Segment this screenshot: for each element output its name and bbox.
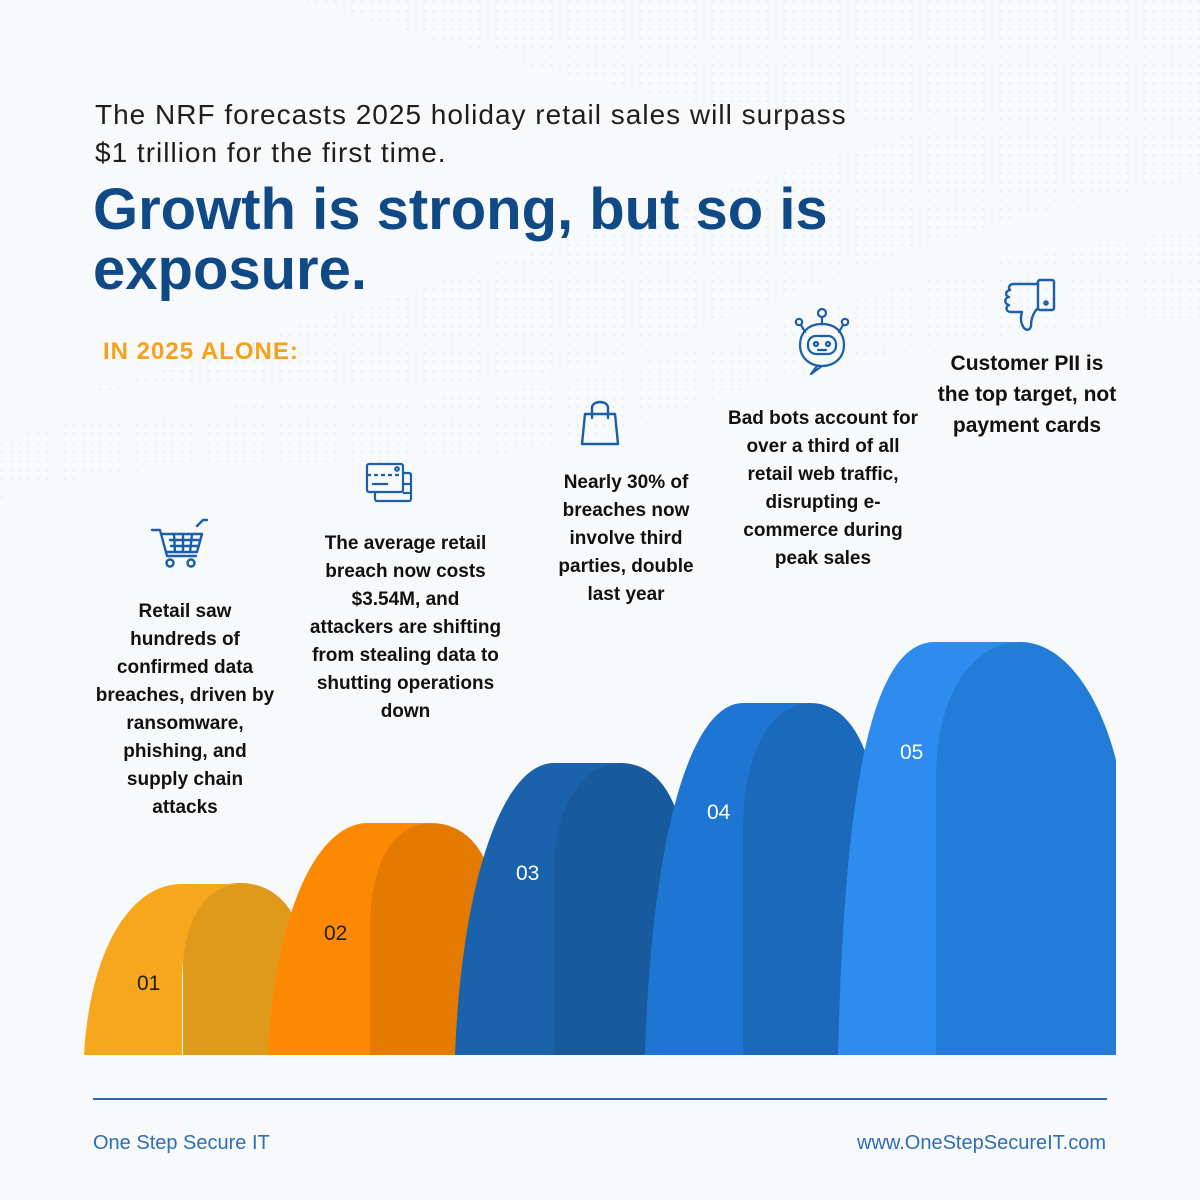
robot-icon [794,307,850,376]
step-5-arch [838,642,1022,1055]
shopping-bag-icon [580,400,620,446]
step-4-text: Bad bots account for over a third of all… [728,408,919,569]
intro-text: The NRF forecasts 2025 holiday retail sa… [95,99,847,168]
headline: Growth is strong, but so is exposure. [93,177,828,302]
footer-divider [93,1098,1107,1100]
credit-cards-icon [365,462,413,503]
step-4-number: 04 [707,801,731,824]
step-3-text: Nearly 30% of breaches now involve third… [558,472,694,605]
shopping-cart-icon [150,518,208,568]
step-2-number: 02 [324,922,348,945]
step-5-arch-shade [936,642,1116,1055]
step-1-number: 01 [137,972,161,995]
footer-website-link[interactable]: www.OneStepSecureIT.com [857,1132,1106,1154]
step-2-arch [268,823,432,1055]
step-1-arch [84,884,242,1055]
step-3-arch [455,763,622,1055]
step-2-text: The average retail breach now costs $3.5… [309,533,502,722]
step-5-number: 05 [900,741,924,764]
section-subhead: IN 2025 ALONE: [103,338,299,365]
step-3-number: 03 [516,862,540,885]
step-1-text: Retail saw hundreds of confirmed data br… [95,601,275,818]
thumbs-down-icon [1004,278,1056,331]
step-4-arch [645,703,812,1055]
footer-brand: One Step Secure IT [93,1132,270,1154]
step-5-text: Customer PII is the top target, not paym… [937,352,1117,437]
